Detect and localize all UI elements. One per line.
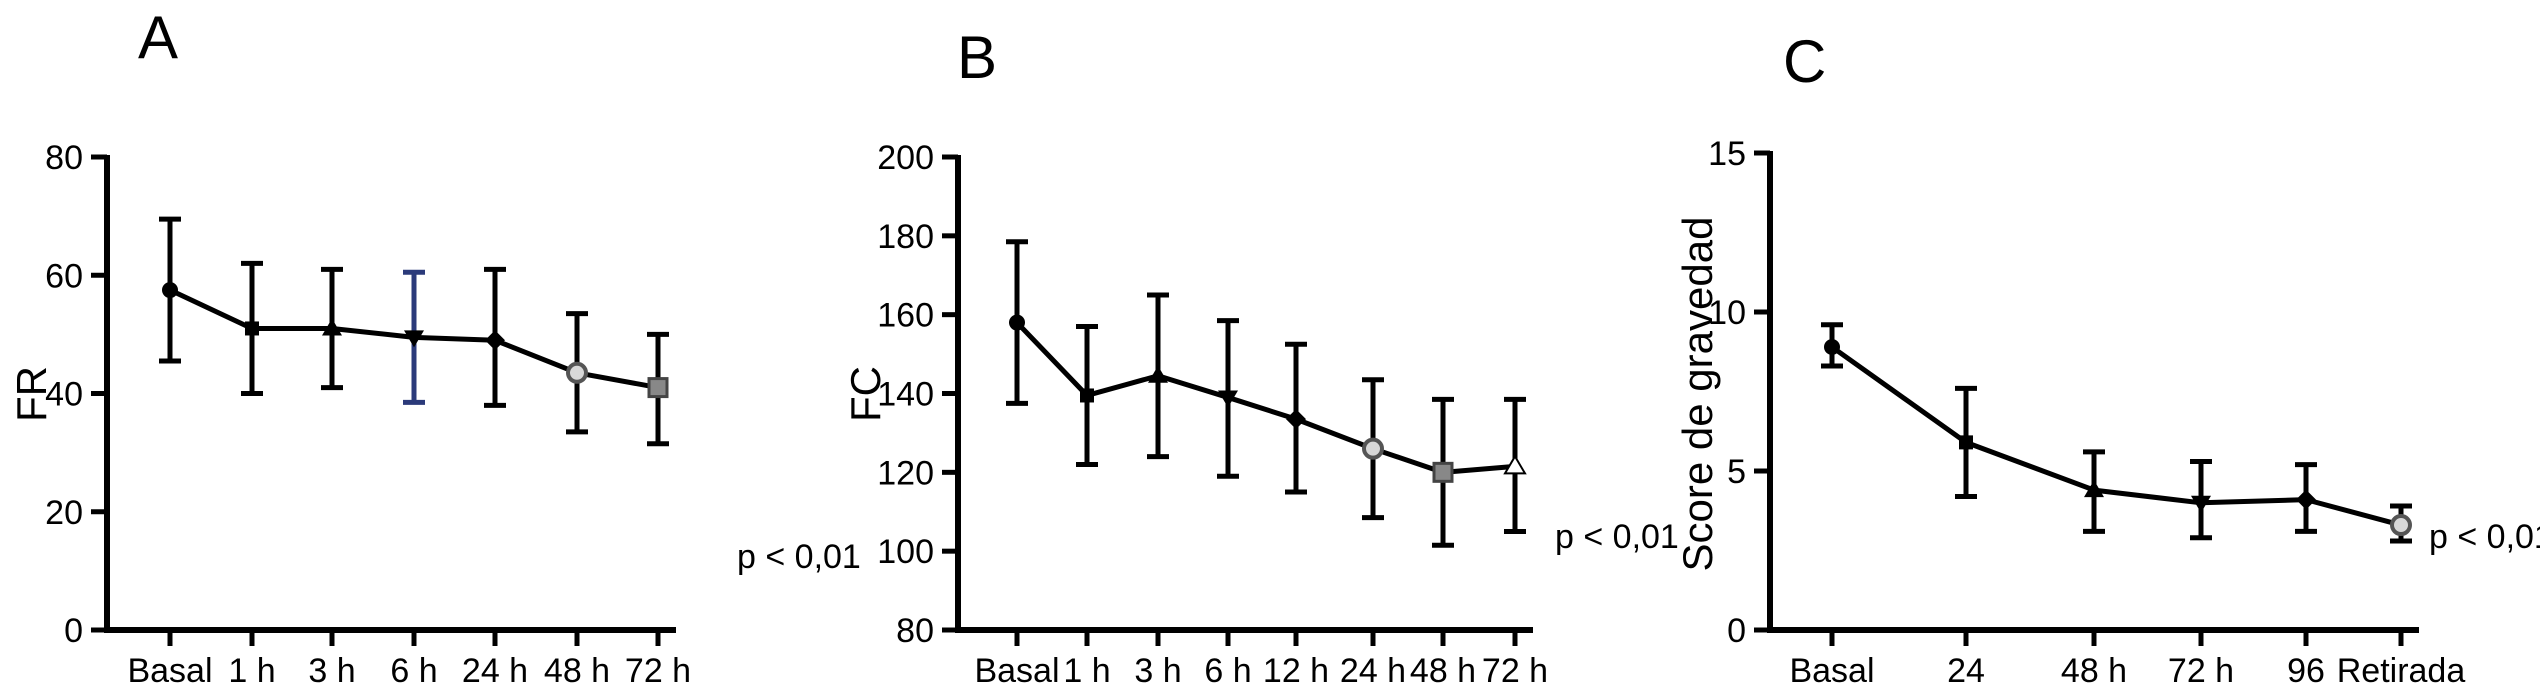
data-marker-1 (1080, 388, 1094, 403)
x-tick-label: 48 h (2061, 652, 2127, 690)
x-tick-label: 6 h (390, 652, 437, 690)
x-tick-label: 72 h (625, 652, 691, 690)
x-tick-label: Basal (127, 652, 212, 690)
y-axis-label: FC (842, 366, 889, 422)
data-marker-2 (1148, 365, 1168, 383)
data-marker-4 (1286, 409, 1306, 430)
data-marker-4 (485, 330, 505, 351)
y-tick-label: 0 (64, 612, 83, 650)
p-value-annotation: p < 0,01 (737, 538, 861, 576)
y-tick-label: 40 (45, 376, 83, 414)
y-axis-label: Score de gravedad (1674, 217, 1721, 572)
x-tick-label: 48 h (1410, 652, 1476, 690)
y-tick-label: 80 (896, 612, 934, 650)
data-marker-3 (1218, 390, 1238, 408)
x-tick-label: 3 h (1134, 652, 1181, 690)
p-value-annotation: p < 0,01 (1555, 518, 1679, 556)
y-tick-label: 200 (877, 139, 934, 177)
x-tick-label: 96 (2287, 652, 2325, 690)
y-axis-label: FR (8, 366, 55, 422)
y-tick-label: 10 (1708, 294, 1746, 332)
x-tick-label: 24 (1947, 652, 1985, 690)
y-tick-label: 160 (877, 297, 934, 335)
data-marker-0 (162, 282, 178, 299)
x-tick-label: Basal (974, 652, 1059, 690)
data-marker-5 (566, 361, 588, 384)
x-tick-label: 1 h (228, 652, 275, 690)
x-tick-label: 24 h (1340, 652, 1406, 690)
y-tick-label: 15 (1708, 135, 1746, 173)
data-marker-0 (1009, 314, 1025, 331)
data-marker-3 (404, 330, 424, 348)
series-line (1015, 320, 1516, 475)
y-tick-label: 180 (877, 218, 934, 256)
y-tick-label: 100 (877, 533, 934, 571)
y-tick-label: 120 (877, 454, 934, 492)
y-tick-label: 5 (1727, 453, 1746, 491)
panel-letter: A (138, 4, 178, 71)
x-tick-label: 72 h (2168, 652, 2234, 690)
series-line (1830, 344, 2402, 528)
y-tick-label: 20 (45, 494, 83, 532)
y-tick-label: 60 (45, 257, 83, 295)
data-marker-4 (2296, 489, 2316, 510)
x-tick-label: 24 h (462, 652, 528, 690)
panel-letter: B (957, 24, 997, 91)
data-marker-3 (2191, 495, 2211, 513)
p-value-annotation: p < 0,01 (2429, 518, 2540, 556)
panel-letter: C (1783, 28, 1826, 95)
data-marker-5 (2390, 514, 2412, 537)
data-marker-2 (2084, 480, 2104, 498)
data-marker-6 (1432, 461, 1454, 483)
data-marker-1 (1959, 435, 1973, 450)
data-marker-6 (647, 377, 669, 399)
x-tick-label: 12 h (1263, 652, 1329, 690)
y-tick-label: 140 (877, 376, 934, 414)
x-tick-label: 48 h (544, 652, 610, 690)
data-marker-1 (245, 321, 259, 336)
data-marker-7 (1503, 454, 1527, 475)
x-tick-label: 3 h (308, 652, 355, 690)
data-marker-0 (1824, 338, 1840, 355)
y-tick-label: 80 (45, 139, 83, 177)
x-tick-label: Basal (1789, 652, 1874, 690)
data-marker-2 (322, 318, 342, 336)
x-tick-label: 1 h (1063, 652, 1110, 690)
x-tick-label: 6 h (1204, 652, 1251, 690)
x-tick-label: 72 h (1482, 652, 1548, 690)
data-marker-5 (1362, 437, 1384, 460)
y-tick-label: 0 (1727, 612, 1746, 650)
x-tick-label: Retirada (2337, 652, 2466, 690)
